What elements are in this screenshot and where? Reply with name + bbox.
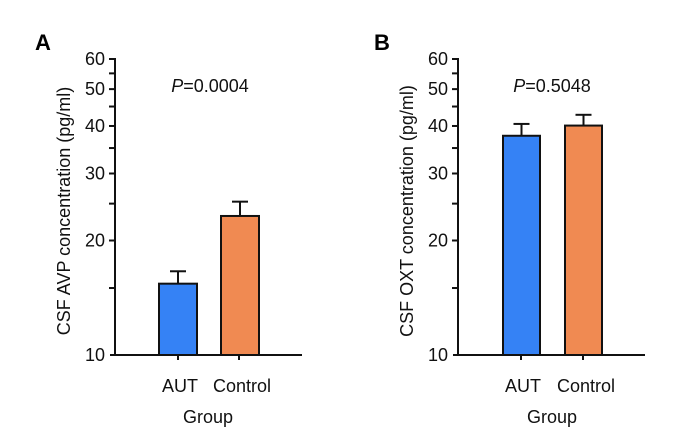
bar-control xyxy=(564,124,603,356)
p-value-annotation: P=0.5048 xyxy=(513,76,591,96)
p-value-annotation: P=0.0004 xyxy=(171,76,249,96)
y-tick-label: 20 xyxy=(85,230,105,250)
x-category-label: Control xyxy=(557,376,615,396)
y-tick-label: 20 xyxy=(428,230,448,250)
x-category-label: AUT xyxy=(162,376,198,396)
x-category-label: AUT xyxy=(505,376,541,396)
x-axis-label: Group xyxy=(527,407,577,427)
y-tick-label: 50 xyxy=(85,79,105,99)
x-axis-label: Group xyxy=(183,407,233,427)
y-tick-label: 60 xyxy=(428,49,448,69)
y-tick-label: 10 xyxy=(85,345,105,365)
y-tick-label: 30 xyxy=(428,164,448,184)
panel-label: A xyxy=(35,30,51,55)
p-symbol: P xyxy=(171,76,183,96)
y-tick-label: 10 xyxy=(428,345,448,365)
x-category-label: Control xyxy=(213,376,271,396)
p-symbol: P xyxy=(513,76,525,96)
panel-label: B xyxy=(374,30,390,55)
panel-a: A 10 20 30 40 50 60 AUT Control Group CSF AVP conc… xyxy=(35,30,302,427)
p-value: =0.0004 xyxy=(183,76,249,96)
y-axis-label: CSF OXT concentration (pg/ml) xyxy=(397,85,417,337)
y-tick-label: 50 xyxy=(428,79,448,99)
bar-aut xyxy=(502,134,541,356)
bar-control xyxy=(220,214,260,356)
y-tick-label: 30 xyxy=(85,164,105,184)
y-tick-label: 40 xyxy=(428,116,448,136)
y-tick-label: 60 xyxy=(85,49,105,69)
y-tick-label: 40 xyxy=(85,116,105,136)
bar-aut xyxy=(158,282,198,356)
panel-b: B 10 20 30 40 50 60 AUT Control Group CSF OXT conc… xyxy=(374,30,645,427)
y-axis-label: CSF AVP concentration (pg/ml) xyxy=(54,87,74,335)
p-value: =0.5048 xyxy=(525,76,591,96)
